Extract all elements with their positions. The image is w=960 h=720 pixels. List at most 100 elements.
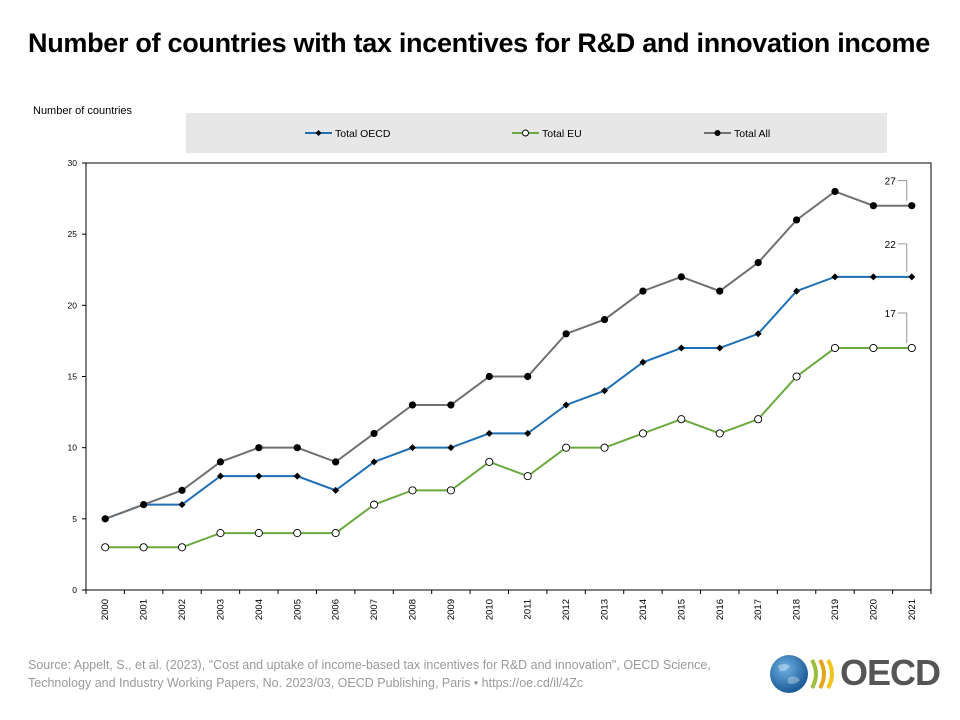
eu-point [446,486,455,495]
all-point [370,429,378,438]
x-tick-label: 2017 [753,599,764,620]
eu-point [101,543,110,552]
eu-point [139,543,148,552]
oecd-point [716,344,724,352]
all-point [447,401,455,409]
legend-marker-diamond [315,130,322,136]
oecd-point [216,472,224,480]
x-tick-label: 2007 [369,599,380,620]
oecd-point [293,472,301,480]
oecd-point [524,429,532,437]
all-point [293,444,301,452]
legend-marker-filled-circle [714,130,721,136]
series-line-total-eu [105,347,912,549]
oecd-point [754,330,762,338]
all-point [178,486,186,494]
oecd-point [601,387,609,395]
eu-point [293,529,302,538]
x-tick-label: 2016 [715,599,726,620]
y-axis-label: Number of countries [33,105,133,117]
legend-label: Total OECD [335,128,391,140]
x-tick-label: 2020 [868,599,879,620]
line-chart: 0 5 10 15 20 25 30 2000 2001 2002 2003 2004 2005 2006… [68,113,932,620]
end-value-label: 17 [885,309,897,320]
oecd-point [332,486,340,494]
all-point [908,202,916,210]
x-tick-label: 2004 [254,599,265,620]
end-label-leader [897,180,908,201]
oecd-point [408,444,416,452]
all-point [140,501,148,509]
x-tick-label: 2008 [407,599,418,620]
x-tick-label: 2013 [600,599,611,620]
oecd-point [447,444,455,452]
x-tick-label: 2010 [484,599,495,620]
x-tick-label: 2006 [331,599,342,620]
eu-point [600,443,609,452]
all-point [716,287,724,295]
eu-point [562,443,571,452]
legend-label: Total EU [542,128,582,140]
eu-point [331,529,340,538]
y-tick-label: 10 [68,443,78,453]
eu-point [869,343,878,353]
eu-point [177,543,187,552]
oecd-point [869,273,877,281]
all-point [562,330,570,338]
legend-label: Total All [734,128,770,140]
eu-point [677,415,686,424]
oecd-point [485,429,493,437]
eu-point [638,429,647,438]
all-point [216,458,225,466]
x-tick-label: 2001 [139,599,150,620]
eu-point [907,343,916,353]
all-point [408,401,417,409]
oecd-logo-text: OECD [840,652,941,693]
x-tick-label: 2005 [292,599,303,620]
all-point [677,273,685,281]
series-line-total-oecd [104,275,912,520]
y-tick-label: 0 [72,585,77,595]
eu-point [830,343,840,353]
eu-point [523,472,532,481]
oecd-globe-icon [770,655,834,693]
series-line-total-all [104,190,912,520]
all-point [332,458,340,466]
end-value-label: 22 [885,240,897,251]
oecd-point [793,287,801,295]
oecd-point [255,472,263,480]
all-point [831,187,839,196]
x-tick-label: 2012 [561,599,572,620]
oecd-point [831,273,839,281]
eu-point [715,429,724,438]
source-note: Source: Appelt, S., et al. (2023), "Cost… [28,658,711,690]
oecd-point [908,273,916,281]
x-tick-label: 2009 [446,599,457,620]
y-tick-label: 30 [68,158,78,168]
end-label-leader [897,243,908,272]
eu-point [216,529,225,538]
oecd-point [677,344,685,352]
all-point [869,202,877,210]
all-point [639,287,647,295]
end-label-leader [897,312,908,344]
x-tick-label: 2011 [523,599,534,619]
all-point [101,515,109,523]
all-point [600,315,609,324]
y-tick-label: 15 [68,372,78,382]
x-tick-label: 2018 [792,599,803,620]
x-tick-label: 2014 [638,599,649,620]
legend-marker-open-circle [522,129,529,137]
y-tick-label: 20 [68,300,78,310]
all-point [792,216,801,224]
x-tick-label: 2015 [676,599,687,620]
y-tick-label: 25 [68,229,78,239]
all-point [485,372,493,381]
chart-title: Number of countries with tax incentives … [28,28,930,58]
x-tick-label: 2003 [215,599,226,620]
all-point [524,372,532,381]
all-point [754,259,762,267]
x-tick-label: 2002 [177,599,188,620]
eu-point [792,372,801,381]
eu-point [254,529,263,538]
